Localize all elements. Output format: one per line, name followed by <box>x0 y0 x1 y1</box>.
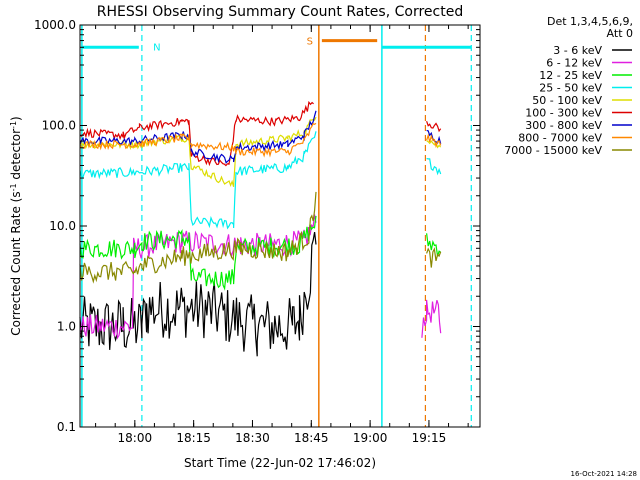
y-tick-label-2: 10.0 <box>49 219 76 233</box>
series-layer <box>79 100 442 357</box>
series-line-2 <box>79 215 441 291</box>
x-tick-label-0: 18:00 <box>118 431 153 445</box>
legend-label-6: 300 - 800 keV <box>525 119 602 132</box>
y-axis-label-mid: detector <box>9 129 23 184</box>
y-tick-label-0: 0.1 <box>57 420 76 434</box>
legend-label-4: 50 - 100 keV <box>532 94 602 107</box>
y-tick-label-1: 1.0 <box>57 320 76 334</box>
date-stamp: 16-Oct-2021 14:28 <box>571 470 637 478</box>
legend-label-8: 7000 - 15000 keV <box>504 144 602 157</box>
x-axis-label: Start Time (22-Jun-02 17:46:02) <box>184 456 376 470</box>
y-tick-label-3: 100.0 <box>42 119 76 133</box>
legend-header-detectors: Det 1,3,4,5,6,9, <box>547 15 633 28</box>
legend-header-attenuator: Att 0 <box>607 27 633 40</box>
x-tick-label-3: 18:45 <box>294 431 329 445</box>
chart-title: RHESSI Observing Summary Count Rates, Co… <box>97 4 463 20</box>
x-tick-label-5: 19:15 <box>412 431 447 445</box>
series-line-7 <box>79 122 442 158</box>
x-tick-label-1: 18:15 <box>176 431 211 445</box>
legend-label-5: 100 - 300 keV <box>525 107 602 120</box>
orbit-annotations <box>81 25 472 427</box>
y-tick-label-4: 1000.0 <box>34 18 76 32</box>
legend-label-2: 12 - 25 keV <box>539 69 602 82</box>
axis-ticks: 0.1 1.0 10.0 100.0 1000.0 18:00 18:15 18:30 18:4… <box>34 18 480 445</box>
series-line-3 <box>79 131 442 230</box>
series-line-8 <box>79 191 442 284</box>
legend-label-7: 800 - 7000 keV <box>518 132 602 145</box>
series-line-1 <box>79 214 442 340</box>
saa-label: S <box>307 37 313 48</box>
orbit-annotation-bars: NS <box>81 37 472 53</box>
legend-label-1: 6 - 12 keV <box>546 57 602 70</box>
y-axis-label-end: ) <box>9 116 23 121</box>
legend-label-0: 3 - 6 keV <box>553 44 602 57</box>
y-axis-label-main: Corrected Count Rate (s <box>9 191 23 335</box>
y-axis-label-exp1: -1 <box>9 183 18 191</box>
legend-label-3: 25 - 50 keV <box>539 82 602 95</box>
series-line-5 <box>79 100 442 167</box>
y-axis-label-exp2: -1 <box>9 121 18 129</box>
night-label: N <box>153 42 160 53</box>
y-axis-label: Corrected Count Rate (s-1 detector-1) <box>9 116 23 335</box>
x-tick-label-4: 19:00 <box>353 431 388 445</box>
x-tick-label-2: 18:30 <box>235 431 270 445</box>
